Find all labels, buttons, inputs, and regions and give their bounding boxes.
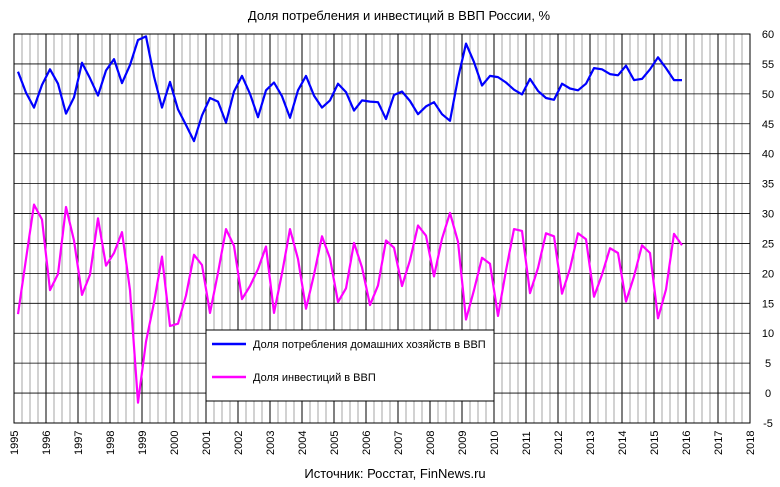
grid bbox=[13, 33, 751, 424]
y-tick-label: 15 bbox=[762, 298, 774, 310]
source-note: Источник: Росстат, FinNews.ru bbox=[304, 466, 485, 481]
series-line-1 bbox=[16, 35, 682, 143]
x-tick-label: 2013 bbox=[585, 431, 597, 455]
legend-label: Доля инвестиций в ВВП bbox=[253, 372, 376, 384]
x-tick-label: 2004 bbox=[297, 431, 309, 455]
x-tick-label: 2010 bbox=[489, 431, 501, 455]
legend: Доля потребления домашних хозяйств в ВВП… bbox=[205, 329, 495, 402]
legend-label: Доля потребления домашних хозяйств в ВВП bbox=[253, 339, 486, 351]
x-tick-label: 2000 bbox=[169, 431, 181, 455]
x-tick-label: 1998 bbox=[105, 431, 117, 455]
x-tick-label: 2002 bbox=[233, 431, 245, 455]
plot-frame bbox=[13, 33, 751, 424]
x-tick-label: 2005 bbox=[329, 431, 341, 455]
y-tick-label: 40 bbox=[762, 149, 774, 161]
x-tick-label: 2016 bbox=[681, 431, 693, 455]
y-tick-label: 20 bbox=[762, 268, 774, 280]
legend-box bbox=[205, 329, 495, 402]
y-tick-label: 45 bbox=[762, 119, 774, 131]
x-tick-label: 1999 bbox=[137, 431, 149, 455]
x-tick-label: 2014 bbox=[617, 431, 629, 455]
x-tick-label: 2018 bbox=[745, 431, 757, 455]
x-tick-label: 1996 bbox=[41, 431, 53, 455]
x-tick-label: 2003 bbox=[265, 431, 277, 455]
y-tick-label: 50 bbox=[762, 89, 774, 101]
y-tick-label: -5 bbox=[763, 418, 773, 430]
x-tick-label: 2009 bbox=[457, 431, 469, 455]
series-layer bbox=[16, 35, 683, 404]
y-axis-ticks: -5 0 5 10 15 20 25 30 35 40 45 50 55 60 bbox=[762, 29, 774, 430]
y-tick-label: 5 bbox=[765, 358, 771, 370]
series-line-2 bbox=[16, 203, 683, 404]
x-tick-label: 2017 bbox=[713, 431, 725, 455]
x-tick-label: 1995 bbox=[9, 431, 21, 455]
x-tick-label: 2006 bbox=[361, 431, 373, 455]
y-tick-label: 10 bbox=[762, 328, 774, 340]
x-axis-ticks: 1995 1996 1997 1998 1999 2000 2001 2002 2003 2004… bbox=[9, 431, 757, 455]
y-tick-label: 60 bbox=[762, 29, 774, 41]
x-tick-label: 2015 bbox=[649, 431, 661, 455]
y-tick-label: 35 bbox=[762, 179, 774, 191]
chart-title: Доля потребления и инвестиций в ВВП Росс… bbox=[248, 8, 551, 23]
y-tick-label: 25 bbox=[762, 238, 774, 250]
x-tick-label: 2011 bbox=[521, 431, 533, 455]
x-tick-label: 2012 bbox=[553, 431, 565, 455]
x-tick-label: 2007 bbox=[393, 431, 405, 455]
y-tick-label: 30 bbox=[762, 209, 774, 221]
x-tick-label: 2008 bbox=[425, 431, 437, 455]
y-tick-label: 55 bbox=[762, 59, 774, 71]
plot-border bbox=[13, 33, 751, 424]
y-tick-label: 0 bbox=[765, 388, 771, 400]
x-tick-label: 1997 bbox=[73, 431, 85, 455]
x-tick-label: 2001 bbox=[201, 431, 213, 455]
